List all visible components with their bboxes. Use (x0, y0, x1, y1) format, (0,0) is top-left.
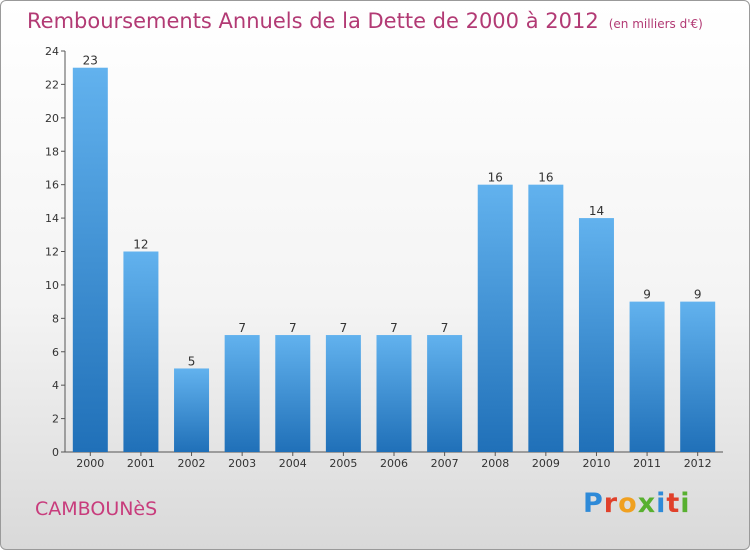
y-tick-label: 14 (45, 212, 59, 225)
y-tick-label: 22 (45, 78, 59, 91)
x-tick-label: 2012 (684, 457, 712, 470)
title-text: Remboursements Annuels de la Dette de 20… (27, 9, 599, 33)
bar (680, 301, 716, 452)
bar (528, 184, 564, 452)
bar (578, 218, 614, 452)
y-tick-label: 8 (52, 312, 59, 325)
data-label: 7 (289, 321, 297, 335)
data-label: 7 (340, 321, 348, 335)
commune-name: CAMBOUNèS (35, 498, 158, 520)
bar (275, 335, 311, 452)
proxiti-logo: Proxiti (583, 488, 691, 519)
bar (174, 368, 210, 452)
y-tick-label: 6 (52, 346, 59, 359)
data-label: 23 (83, 54, 98, 68)
data-label: 7 (441, 321, 449, 335)
chart-title: Remboursements Annuels de la Dette de 20… (27, 9, 703, 33)
bar (376, 335, 412, 452)
x-tick-label: 2005 (329, 457, 357, 470)
logo-letter: x (637, 488, 657, 519)
logo-letter: o (618, 488, 638, 519)
chart-subtitle: (en milliers d'€) (608, 17, 703, 31)
logo-letter: i (680, 488, 691, 519)
data-label: 9 (643, 288, 651, 302)
x-tick-label: 2001 (127, 457, 155, 470)
data-label: 16 (538, 171, 553, 185)
y-tick-label: 10 (45, 279, 59, 292)
data-label: 12 (133, 238, 148, 252)
x-tick-label: 2006 (380, 457, 408, 470)
logo-letter: t (666, 488, 681, 519)
x-tick-label: 2000 (76, 457, 104, 470)
data-label: 9 (694, 288, 702, 302)
x-tick-label: 2002 (178, 457, 206, 470)
bar (224, 335, 260, 452)
x-tick-label: 2007 (431, 457, 459, 470)
logo-letter: i (656, 488, 667, 519)
x-tick-label: 2003 (228, 457, 256, 470)
y-tick-label: 16 (45, 179, 59, 192)
y-tick-label: 0 (52, 446, 59, 459)
y-tick-label: 2 (52, 413, 59, 426)
logo-letter: P (583, 488, 604, 519)
x-tick-label: 2009 (532, 457, 560, 470)
y-tick-label: 18 (45, 145, 59, 158)
data-label: 16 (488, 171, 503, 185)
logo-letter: r (603, 488, 619, 519)
y-tick-label: 20 (45, 112, 59, 125)
bar (72, 67, 108, 452)
y-tick-label: 24 (45, 45, 59, 58)
data-label: 7 (390, 321, 398, 335)
y-tick-label: 12 (45, 246, 59, 259)
data-label: 14 (589, 204, 604, 218)
x-tick-label: 2004 (279, 457, 307, 470)
x-tick-label: 2011 (633, 457, 661, 470)
x-tick-label: 2008 (481, 457, 509, 470)
bar (123, 251, 159, 452)
bar (325, 335, 361, 452)
data-label: 7 (238, 321, 246, 335)
bar (629, 301, 665, 452)
bar (477, 184, 513, 452)
x-tick-label: 2010 (582, 457, 610, 470)
y-tick-label: 4 (52, 379, 59, 392)
bar (427, 335, 463, 452)
data-label: 5 (188, 354, 196, 368)
